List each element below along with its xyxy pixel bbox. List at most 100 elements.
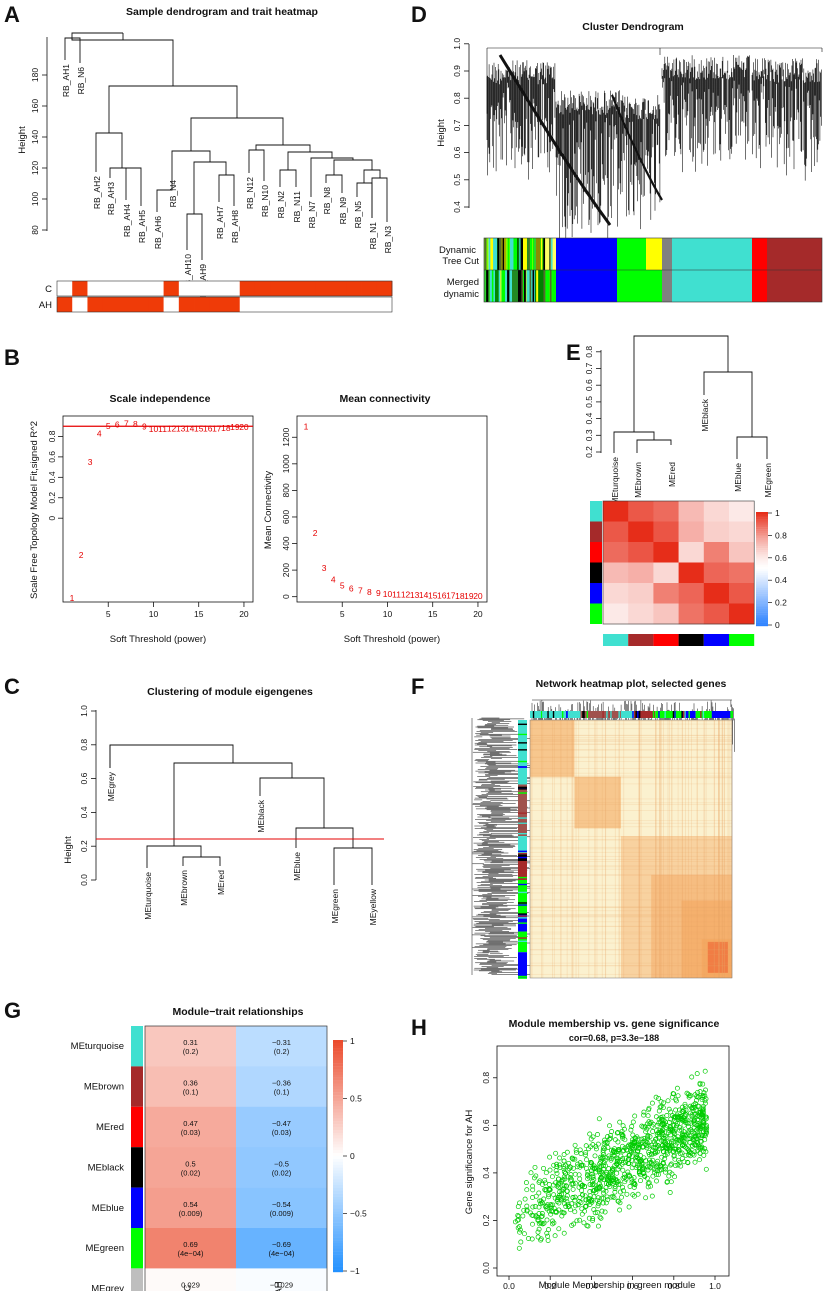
gene-point	[699, 1144, 705, 1150]
gene-point	[629, 1124, 635, 1129]
gene-point	[561, 1152, 567, 1157]
legend-gradient-step	[756, 584, 768, 587]
power-point-label: 8	[367, 587, 372, 597]
x-tick-label: 0.6	[627, 1281, 639, 1291]
correlation-value: 0.5	[185, 1159, 195, 1168]
legend-gradient-step	[333, 1179, 343, 1183]
legend-gradient-step	[756, 601, 768, 604]
heatmap-stripe	[530, 851, 732, 853]
heatmap-stripe	[638, 720, 640, 978]
left-module-stripe	[518, 891, 527, 894]
legend-gradient-step	[756, 515, 768, 518]
gene-point	[642, 1141, 648, 1147]
gene-point	[540, 1181, 545, 1187]
gene-point	[603, 1185, 609, 1190]
color-stripe	[526, 270, 529, 302]
dynamic-color-segment	[617, 238, 646, 270]
gene-point	[646, 1107, 652, 1113]
module-color-bars	[483, 237, 823, 303]
panel-a: A Sample dendrogram and trait heatmap He…	[4, 2, 393, 313]
top-module-bar	[620, 711, 636, 718]
panel-e-yaxis: 0.2 0.3 0.4 0.5 0.6 0.7 0.8	[584, 346, 601, 458]
top-module-stripe	[540, 711, 543, 718]
correlation-cell	[145, 1147, 236, 1188]
top-module-bar	[530, 711, 581, 718]
heatmap-stripe	[530, 846, 732, 848]
power-point-label: 12	[167, 423, 177, 433]
legend-label: 1	[775, 508, 780, 518]
gene-point	[561, 1169, 567, 1175]
adjacency-color-legend: 1 0.8 0.6 0.4 0.2 0	[756, 508, 787, 630]
left-module-stripe	[518, 883, 527, 886]
gene-point	[597, 1161, 603, 1167]
heatmap-stripe	[530, 861, 732, 862]
gene-point	[620, 1167, 626, 1173]
legend-gradient-step	[333, 1199, 343, 1203]
gene-point	[593, 1189, 599, 1195]
gene-point	[640, 1124, 646, 1130]
power-point-label: 11	[392, 589, 401, 599]
gene-point	[577, 1217, 583, 1223]
panel-h-xlabel: Module Membership in green module	[539, 1280, 696, 1291]
panel-d: D Cluster Dendrogram Height 0.4 0.5 0.6 0.7…	[411, 2, 823, 303]
eigengene-label: MEblack	[700, 398, 710, 431]
gene-point	[592, 1153, 598, 1159]
adjacency-cell	[703, 603, 730, 625]
dendrogram-link	[71, 32, 123, 40]
left-module-stripe	[518, 915, 527, 917]
gene-point	[682, 1132, 688, 1138]
gene-point	[670, 1122, 676, 1128]
top-module-stripe	[547, 711, 549, 718]
heatmap-stripe	[530, 933, 732, 935]
top-module-stripe	[561, 711, 564, 718]
heatmap-stripe	[530, 737, 732, 739]
gene-point	[545, 1238, 551, 1243]
gene-point	[515, 1213, 521, 1218]
legend-gradient-step	[756, 610, 768, 613]
heatmap-stripe	[530, 875, 732, 876]
gene-point	[702, 1068, 708, 1074]
merged-color-segment	[672, 270, 752, 302]
dendrogram-link	[182, 856, 221, 866]
gene-point	[583, 1165, 589, 1171]
gene-point	[696, 1121, 702, 1127]
gene-point	[666, 1173, 672, 1179]
power-point-label: 17	[212, 423, 222, 433]
legend-gradient-step	[756, 531, 768, 534]
x-tick-label: 5	[106, 609, 111, 619]
gene-point	[623, 1159, 629, 1165]
left-module-stripe	[518, 852, 527, 855]
gene-point	[661, 1121, 667, 1127]
legend-gradient-step	[333, 1228, 343, 1232]
legend-gradient-step	[756, 565, 768, 568]
gene-point	[643, 1195, 649, 1201]
gene-point	[668, 1162, 674, 1168]
gene-point	[579, 1187, 584, 1193]
gene-point	[571, 1221, 577, 1227]
trait-cell	[361, 297, 378, 312]
p-value: (0.2)	[183, 1047, 199, 1056]
legend-gradient-step	[333, 1071, 343, 1075]
gene-point	[580, 1192, 586, 1198]
left-module-bar	[518, 952, 527, 978]
heatmap-stripe	[530, 874, 732, 875]
legend-gradient-step	[756, 559, 768, 562]
power-point-label: 6	[115, 420, 120, 430]
legend-gradient-step	[333, 1063, 343, 1067]
gene-point	[583, 1204, 588, 1210]
correlation-cell	[236, 1228, 327, 1269]
x-tick-label: 15	[194, 609, 204, 619]
y-tick-label: 0.6	[47, 451, 57, 463]
adjacency-cell	[628, 562, 654, 584]
gene-point	[556, 1226, 562, 1232]
panel-c: C Clustering of module eigengenes Height…	[4, 674, 384, 925]
heatmap-stripe	[659, 720, 661, 978]
legend-gradient-step	[333, 1158, 343, 1162]
legend-gradient-step	[756, 553, 768, 556]
mean-xlabel: Soft Threshold (power)	[344, 634, 440, 645]
gene-point	[626, 1153, 632, 1159]
power-point-label: 12	[401, 590, 411, 600]
gene-point	[696, 1094, 702, 1100]
gene-point	[532, 1164, 538, 1170]
correlation-value: −0.36	[272, 1079, 291, 1088]
